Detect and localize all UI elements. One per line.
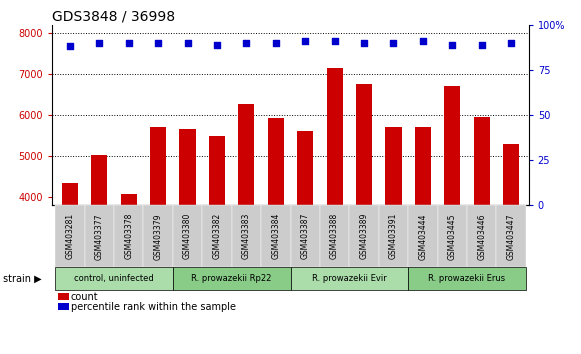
Text: GSM403447: GSM403447 [507,213,515,259]
Bar [268,118,284,205]
Bar [150,126,166,205]
Text: percentile rank within the sample: percentile rank within the sample [71,302,236,312]
Text: GSM403377: GSM403377 [95,213,104,259]
Bar [209,136,225,205]
Bar [62,183,78,205]
Text: R. prowazekii Evir: R. prowazekii Evir [312,274,387,283]
Text: GSM403380: GSM403380 [183,213,192,259]
Text: GSM403379: GSM403379 [153,213,163,259]
Text: GSM403383: GSM403383 [242,213,251,259]
Point [183,40,192,46]
Text: R. prowazekii Rp22: R. prowazekii Rp22 [192,274,272,283]
Bar [385,126,401,205]
Bar [297,131,313,205]
Point [418,38,428,44]
Text: count: count [71,292,99,302]
Point [360,40,369,46]
Point [65,44,74,49]
Text: GSM403445: GSM403445 [448,213,457,259]
Point [507,40,516,46]
Text: GSM403384: GSM403384 [271,213,280,259]
Point [271,40,281,46]
Point [330,38,339,44]
Text: GSM403281: GSM403281 [66,213,74,259]
Point [242,40,251,46]
Text: strain ▶: strain ▶ [3,274,41,284]
Bar [327,68,343,205]
Text: R. prowazekii Erus: R. prowazekii Erus [428,274,505,283]
Text: GSM403444: GSM403444 [418,213,428,259]
Point [300,38,310,44]
Point [212,42,221,47]
Text: GSM403446: GSM403446 [477,213,486,259]
Text: GDS3848 / 36998: GDS3848 / 36998 [52,10,175,24]
Text: GSM403388: GSM403388 [330,213,339,259]
Bar [474,117,490,205]
Text: GSM403387: GSM403387 [301,213,310,259]
Bar [503,144,519,205]
Point [95,40,104,46]
Point [124,40,134,46]
Point [447,42,457,47]
Text: GSM403391: GSM403391 [389,213,398,259]
Point [477,42,486,47]
Point [389,40,398,46]
Bar [238,104,254,205]
Bar [444,86,460,205]
Bar [180,130,196,205]
Text: control, uninfected: control, uninfected [74,274,154,283]
Text: GSM403378: GSM403378 [124,213,133,259]
Text: GSM403382: GSM403382 [213,213,221,259]
Point [153,40,163,46]
Bar [121,194,137,205]
Bar [415,126,431,205]
Bar [91,155,107,205]
Text: GSM403389: GSM403389 [360,213,368,259]
Bar [356,84,372,205]
